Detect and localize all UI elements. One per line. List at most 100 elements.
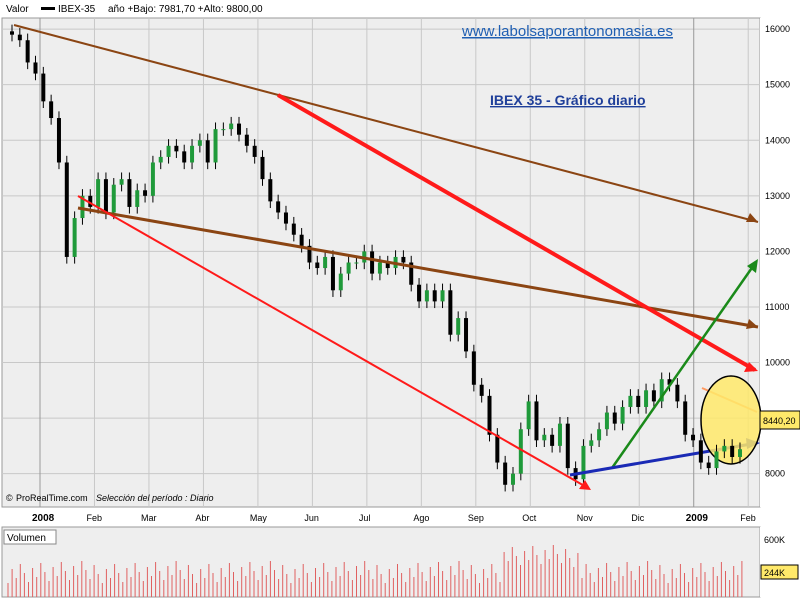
x-tick-label: Oct <box>522 513 537 523</box>
candle-body <box>213 129 218 163</box>
candle-body <box>229 123 234 130</box>
x-tick-label: 2008 <box>32 513 55 524</box>
x-tick-label: Abr <box>195 513 209 523</box>
x-tick-label: Jul <box>359 513 371 523</box>
series-legend-swatch <box>41 7 55 10</box>
candle-body <box>150 162 155 196</box>
candle-body <box>714 451 719 469</box>
volume-max-label: 600K <box>764 535 785 545</box>
candle-body <box>237 123 242 135</box>
candle-body <box>25 40 30 63</box>
candle-body <box>174 145 179 152</box>
candle-body <box>56 118 61 163</box>
candle-body <box>244 134 249 146</box>
candle-body <box>417 284 422 302</box>
brown-arrowhead-upper <box>746 213 758 222</box>
candle-body <box>72 218 77 257</box>
credit-source: ProRealTime.com <box>16 493 88 503</box>
candle-body <box>119 179 124 185</box>
brown-arrowhead-lower <box>746 319 758 329</box>
candle-body <box>143 190 148 196</box>
red-support-line <box>77 195 589 489</box>
volume-bars <box>7 545 743 597</box>
volume-label-box <box>3 529 57 545</box>
candle-body <box>158 156 163 163</box>
price-axis <box>760 18 800 507</box>
volume-axis <box>760 527 800 597</box>
volume-last-label: 244K <box>764 568 785 578</box>
candle-body <box>307 245 312 263</box>
x-tick-label: Feb <box>740 513 756 523</box>
last-price-box <box>759 410 800 430</box>
candle-body <box>667 379 672 385</box>
chart-title: IBEX 35 - Gráfico diario <box>490 92 646 108</box>
candle-body <box>628 395 633 407</box>
header-stats: año +Bajo: 7981,70 +Alto: 9800,00 <box>108 4 263 15</box>
candle-body <box>510 473 515 485</box>
candle-body <box>401 256 406 263</box>
candle-body <box>409 262 414 285</box>
y-tick-label: 15000 <box>765 80 790 90</box>
candle-body <box>10 31 14 35</box>
candle-body <box>440 290 445 302</box>
candle-body <box>190 145 195 163</box>
header-symbol: IBEX-35 <box>58 4 96 15</box>
candle-body <box>205 140 210 163</box>
candle-body <box>495 434 500 463</box>
candle-body <box>534 401 539 441</box>
candle-body <box>330 256 335 291</box>
candle-body <box>730 445 735 457</box>
x-tick-label: 2009 <box>686 513 709 524</box>
candle-body <box>620 406 625 424</box>
candles <box>10 24 696 492</box>
x-tick-label: Jun <box>304 513 319 523</box>
candle-body <box>487 395 492 435</box>
x-tick-label: Dic <box>631 513 644 523</box>
candle-body <box>33 62 38 74</box>
candle-body <box>64 162 69 257</box>
y-tick-label: 8000 <box>765 469 785 479</box>
highlighted-candles <box>698 433 742 475</box>
x-tick-label: Ago <box>413 513 429 523</box>
candle-body <box>683 401 688 435</box>
candle-body <box>96 179 101 207</box>
candle-body <box>127 179 132 207</box>
y-tick-label: 13000 <box>765 191 790 201</box>
site-watermark[interactable]: www.labolsaporantonomasia.es <box>461 23 673 40</box>
candle-body <box>276 201 281 213</box>
candle-body <box>268 179 273 202</box>
y-tick-label: 12000 <box>765 246 790 256</box>
x-axis-labels: 2008 Feb Mar Abr May Jun Jul Ago Sep Oct Nov Dic 200… <box>32 513 756 524</box>
trend-lines <box>13 24 760 490</box>
x-tick-label: Nov <box>577 513 594 523</box>
x-tick-label: Feb <box>86 513 102 523</box>
candle-body <box>604 412 609 430</box>
candle-body <box>182 151 187 163</box>
candle-body <box>542 434 547 441</box>
candle-body <box>283 212 288 224</box>
y-tick-label: 10000 <box>765 358 790 368</box>
candle-body <box>518 429 523 474</box>
candle-body <box>166 145 171 157</box>
red-arrowhead-upper <box>744 362 758 372</box>
candle-body <box>651 390 656 402</box>
candle-body <box>103 179 108 213</box>
candle-body <box>354 262 359 264</box>
candle-body <box>698 440 703 463</box>
candle-body <box>557 423 562 446</box>
candle-body <box>738 449 742 457</box>
candle-body <box>550 434 555 446</box>
candle-body <box>565 423 570 469</box>
candle-body <box>526 401 531 430</box>
candle-body <box>17 34 22 41</box>
credit-period: Selección del período : Diario <box>96 493 214 503</box>
candle-body <box>691 434 696 441</box>
x-tick-label: Mar <box>141 513 157 523</box>
candle-body <box>471 351 476 385</box>
candle-body <box>111 184 116 213</box>
candle-body <box>589 440 594 446</box>
candle-body <box>338 273 343 291</box>
candle-body <box>41 73 46 102</box>
candle-body <box>675 384 680 402</box>
